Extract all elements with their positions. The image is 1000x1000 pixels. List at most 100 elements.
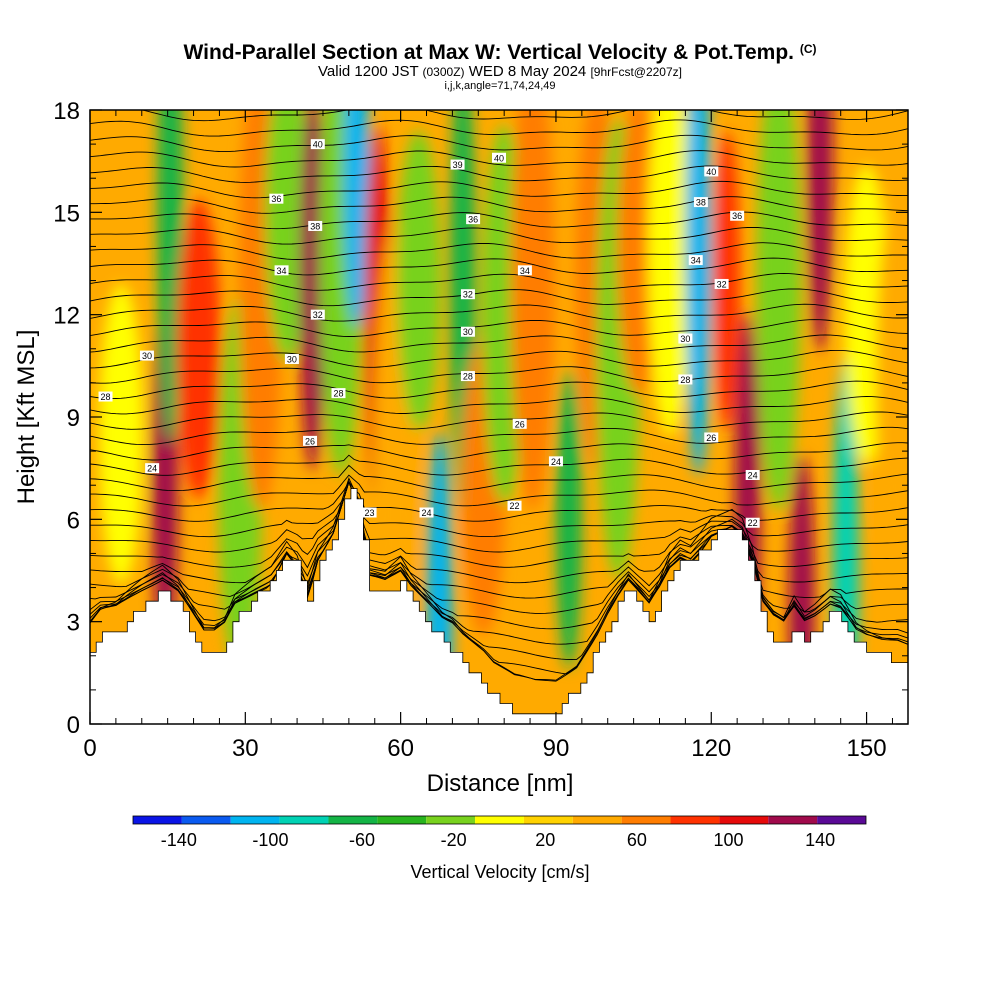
velocity-cell [396,130,441,431]
theta-label-text: 40 [494,153,504,163]
y-tick-label: 0 [67,712,80,739]
theta-label: 26 [303,435,318,446]
theta-contour-line [90,480,908,538]
theta-label: 23 [362,507,377,518]
theta-label: 22 [745,517,760,528]
colorbar: -140 -100 -60 -20 20 60 100 140 [132,815,867,850]
velocity-cell [176,198,221,499]
theta-contour-line [90,454,908,476]
theta-label-text: 24 [551,457,561,467]
colorbar-tick-label: 20 [535,830,555,850]
theta-label-text: 32 [717,279,727,289]
theta-label-text: 24 [748,470,758,480]
terrain-mask [90,488,908,724]
velocity-cell [647,110,692,437]
colorbar-swatch [719,816,769,824]
theta-contour-line [90,288,908,307]
x-tick-label: 150 [847,735,887,762]
forecast-info: [9hrFcst@2207z] [590,65,682,79]
theta-label: 34 [688,255,703,266]
theta-label: 36 [466,214,481,225]
y-tick-label: 12 [53,303,80,330]
theta-contour-line [90,411,908,430]
theta-label: 39 [450,159,465,170]
theta-label: 32 [310,309,325,320]
colorbar-tick-label: 140 [805,830,835,850]
theta-label-text: 40 [313,140,323,150]
theta-label: 34 [517,265,532,276]
velocity-cell [756,110,801,511]
theta-label: 36 [269,193,284,204]
colorbar-swatch [475,816,524,824]
colorbar-tick-label: 100 [714,830,744,850]
theta-label-text: 38 [696,198,706,208]
theta-label: 40 [310,139,325,150]
theta-label: 32 [714,278,729,289]
theta-contour-line [90,442,908,461]
theta-label-text: 36 [732,211,742,221]
y-tick-label: 9 [67,405,80,432]
theta-label-text: 34 [277,266,287,276]
theta-contour-line [90,480,908,522]
y-tick-label: 18 [53,98,80,125]
theta-contour-line [90,474,908,507]
theta-contour-line [90,134,908,153]
colorbar-swatch [572,816,622,824]
colorbar-label: Vertical Velocity [cm/s] [410,862,590,882]
theta-label: 26 [704,432,719,443]
colorbar-swatch [621,816,671,824]
colorbar-swatch [426,816,476,824]
theta-label: 30 [460,326,475,337]
theta-label: 24 [745,469,760,480]
theta-label-text: 26 [305,436,315,446]
velocity-cell [99,284,144,585]
theta-contour-line [90,349,908,369]
theta-label-text: 36 [468,215,478,225]
theta-label: 38 [693,197,708,208]
theta-contour-line [90,319,908,337]
theta-contour-line [90,480,908,568]
colorbar-tick-label: -100 [252,830,288,850]
theta-label: 24 [419,507,434,518]
theta-contour-line [90,303,908,322]
theta-contour-line [90,396,908,415]
colorbar-tick-label: -140 [161,830,197,850]
x-tick-label: 120 [691,735,731,762]
theta-label-text: 23 [365,508,375,518]
colorbar-swatch [181,816,231,824]
y-tick-label: 3 [67,610,80,637]
velocity-cell [157,110,184,443]
copyright-mark: (C) [799,42,817,56]
colorbar-tick-label: 60 [627,830,647,850]
theta-label-text: 24 [147,464,157,474]
theta-contour-line [90,211,908,230]
theta-label-text: 28 [680,375,690,385]
theta-contour-line [90,226,908,245]
velocity-cell [343,110,370,329]
theta-contour-line [90,273,908,291]
theta-contour-line [90,119,908,137]
colorbar-swatch [133,816,182,824]
theta-label: 28 [460,371,475,382]
theta-contour-line [90,480,908,645]
theta-contour-line [90,480,908,614]
theta-label-text: 30 [287,355,297,365]
theta-contours [90,110,908,682]
theta-contour-line [90,380,908,400]
theta-contour-line [90,365,908,384]
theta-label-text: 30 [463,327,473,337]
valid-time-utc: (0300Z) [422,65,465,79]
theta-label: 28 [678,374,693,385]
theta-label: 34 [274,265,289,276]
theta-label: 36 [730,210,745,221]
theta-label-text: 34 [520,266,530,276]
theta-label-text: 36 [271,194,281,204]
theta-contour-line [90,196,908,214]
colorbar-swatch [377,816,427,824]
x-axis-label: Distance [nm] [427,770,574,797]
theta-contour-line [90,426,908,446]
theta-contour-line [90,480,908,553]
theta-label-text: 34 [691,256,701,266]
theta-label: 40 [704,166,719,177]
